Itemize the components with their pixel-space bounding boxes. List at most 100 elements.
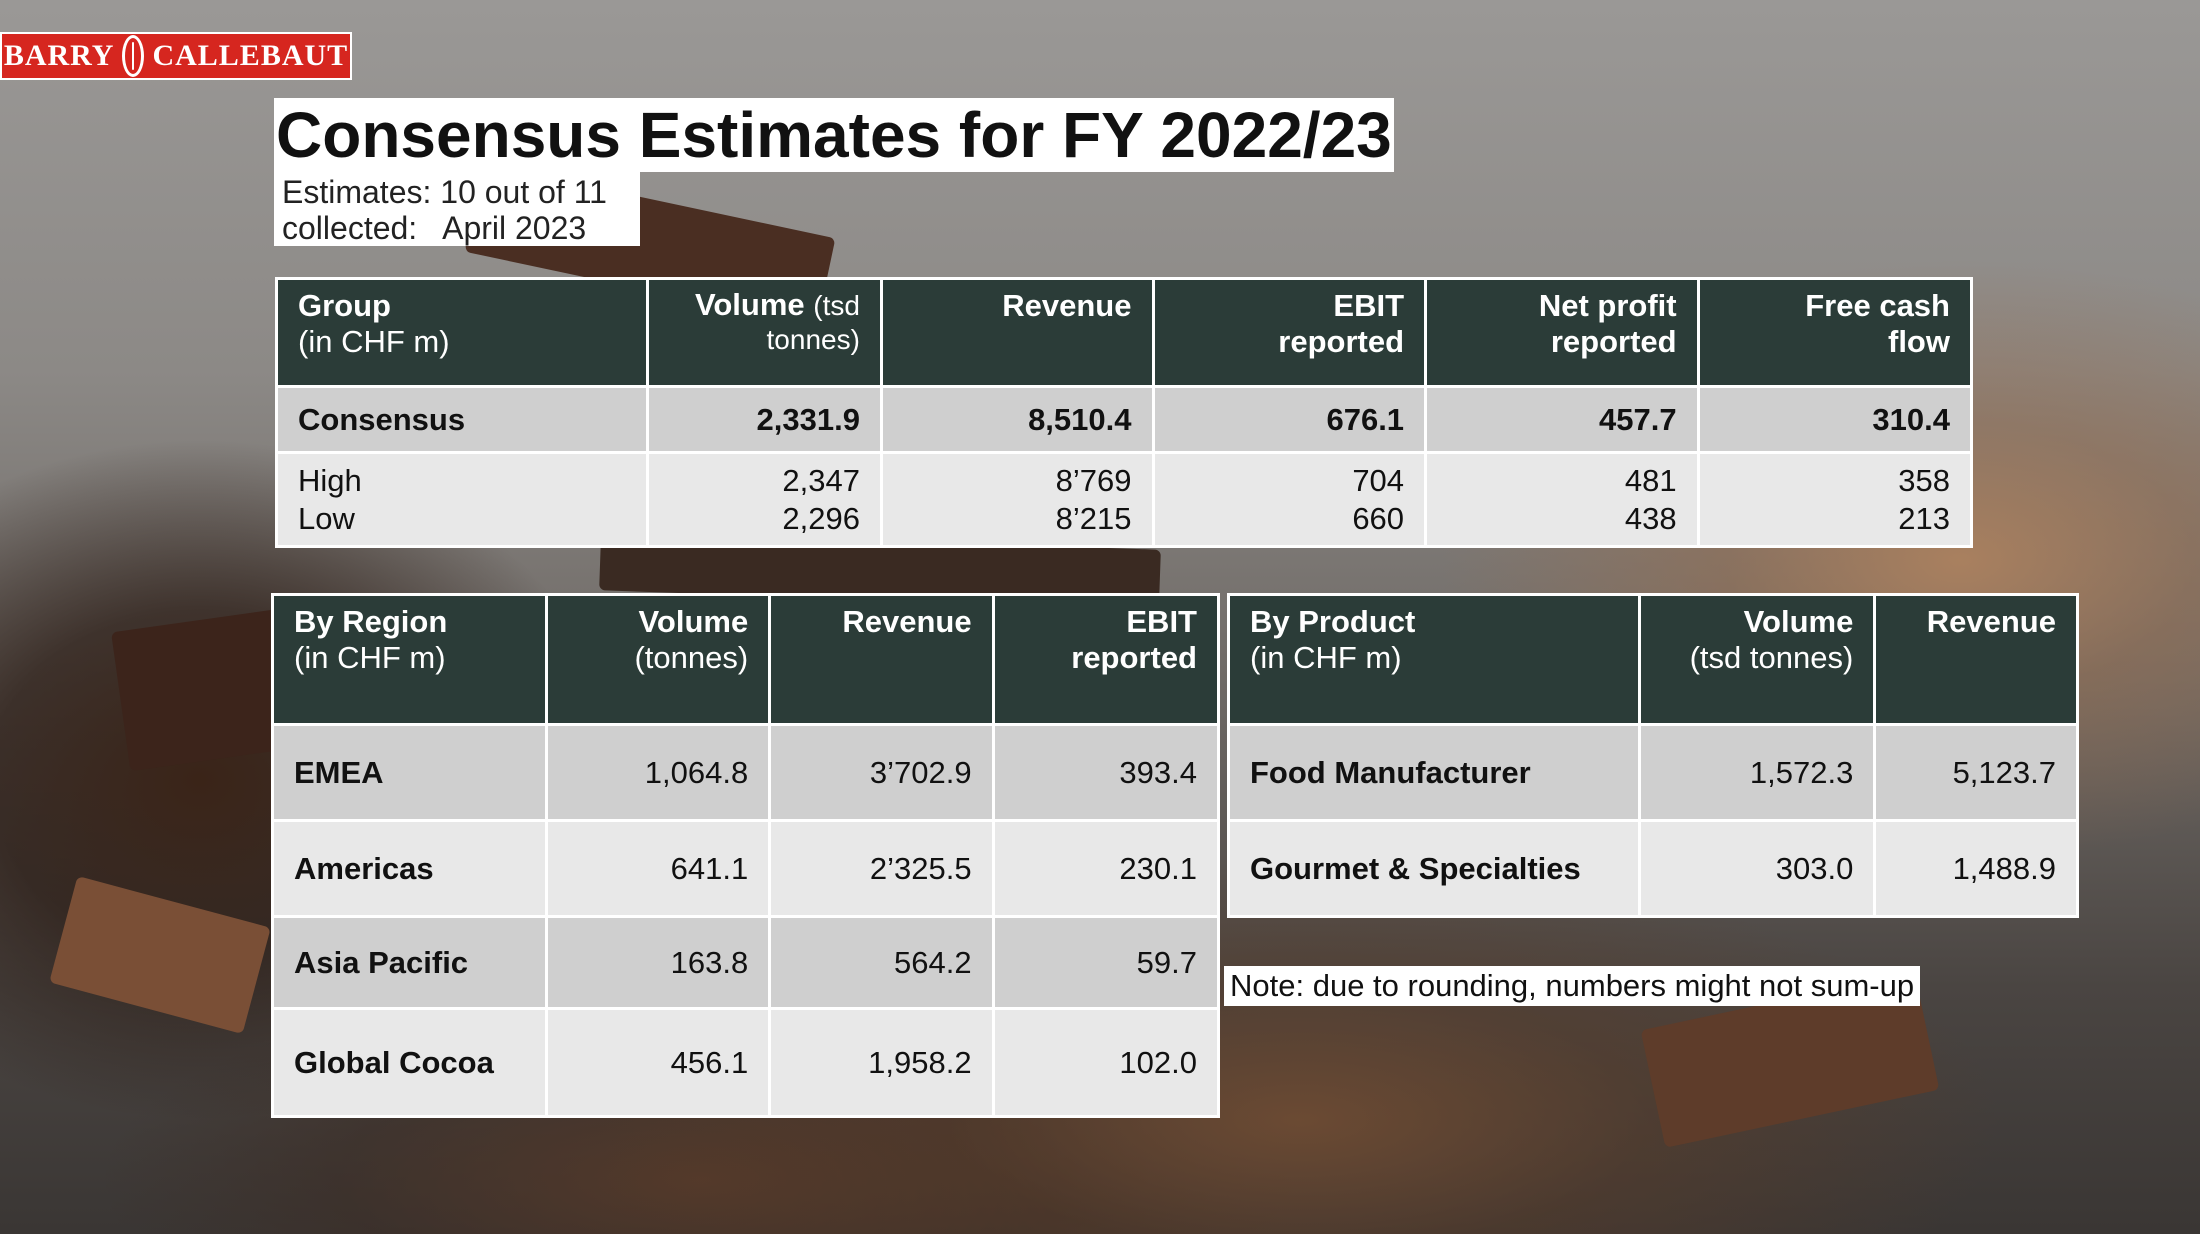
high-fcf: 358 xyxy=(1898,462,1950,498)
header-product-volume: Volume (tsd tonnes) xyxy=(1638,593,1877,726)
table-row-americas: Americas 641.1 2’325.5 230.1 xyxy=(271,819,1221,918)
header-net-line2: reported xyxy=(1550,324,1677,359)
table-header-row: Group (in CHF m) Volume (tsd tonnes) Rev… xyxy=(274,277,1974,388)
header-product-label: By Product xyxy=(1250,604,1416,639)
cell-highlow-net: 481 438 xyxy=(1424,451,1700,548)
header-product-volume-label: Volume xyxy=(1743,604,1854,639)
cell-region-label: Global Cocoa xyxy=(271,1007,548,1118)
cell-region-volume: 163.8 xyxy=(544,915,772,1010)
table-row-emea: EMEA 1,064.8 3’702.9 393.4 xyxy=(271,723,1221,822)
low-volume: 2,296 xyxy=(782,500,860,536)
cell-product-revenue: 5,123.7 xyxy=(1873,723,2079,822)
header-revenue: Revenue xyxy=(879,277,1155,388)
cell-consensus-label: Consensus xyxy=(274,385,650,454)
header-group-unit: (in CHF m) xyxy=(298,324,450,359)
page-subtitle: Estimates: 10 out of 11 collected: April… xyxy=(274,172,640,246)
cell-region-revenue: 1,958.2 xyxy=(768,1007,995,1118)
header-fcf-line2: flow xyxy=(1888,324,1950,359)
label-high: High xyxy=(298,462,362,498)
cell-region-ebit: 230.1 xyxy=(991,819,1221,918)
cell-consensus-fcf: 310.4 xyxy=(1696,385,1974,454)
high-net: 481 xyxy=(1624,462,1677,498)
table-row-global-cocoa: Global Cocoa 456.1 1,958.2 102.0 xyxy=(271,1007,1221,1118)
header-volume-unit-a: (tsd xyxy=(813,290,860,321)
header-product-unit: (in CHF m) xyxy=(1250,640,1402,675)
header-region-ebit-line2: reported xyxy=(1071,640,1197,675)
cell-consensus-volume: 2,331.9 xyxy=(646,385,883,454)
company-logo: BARRY CALLEBAUT xyxy=(0,32,352,80)
low-ebit: 660 xyxy=(1352,500,1405,536)
cell-region-volume: 1,064.8 xyxy=(544,723,772,822)
high-revenue: 8’769 xyxy=(1055,462,1132,498)
low-fcf: 213 xyxy=(1898,500,1950,536)
table-row-consensus: Consensus 2,331.9 8,510.4 676.1 457.7 31… xyxy=(274,385,1974,454)
table-header-row: By Product (in CHF m) Volume (tsd tonnes… xyxy=(1226,593,2079,726)
table-header-row: By Region (in CHF m) Volume (tonnes) Rev… xyxy=(271,593,1221,726)
rounding-note: Note: due to rounding, numbers might not… xyxy=(1224,966,1921,1006)
cell-consensus-net: 457.7 xyxy=(1424,385,1700,454)
cell-region-revenue: 564.2 xyxy=(768,915,995,1010)
cell-highlow-ebit: 704 660 xyxy=(1151,451,1428,548)
header-region-volume-unit: (tonnes) xyxy=(634,640,749,675)
header-volume-label: Volume xyxy=(694,287,805,322)
header-volume-unit-b: tonnes) xyxy=(766,324,860,355)
subtitle-line-collected: collected: April 2023 xyxy=(282,210,587,246)
group-consensus-table: Group (in CHF m) Volume (tsd tonnes) Rev… xyxy=(274,277,1974,548)
cell-highlow-fcf: 358 213 xyxy=(1696,451,1974,548)
header-net-line1: Net profit xyxy=(1538,288,1677,323)
header-region-revenue: Revenue xyxy=(768,593,995,726)
header-net-profit: Net profit reported xyxy=(1424,277,1700,388)
table-row-asia-pacific: Asia Pacific 163.8 564.2 59.7 xyxy=(271,915,1221,1010)
header-group: Group (in CHF m) xyxy=(274,277,650,388)
header-region-ebit-line1: EBIT xyxy=(1126,604,1197,639)
region-table: By Region (in CHF m) Volume (tonnes) Rev… xyxy=(271,593,1221,1118)
header-product-revenue: Revenue xyxy=(1873,593,2079,726)
header-volume: Volume (tsd tonnes) xyxy=(646,277,883,388)
low-revenue: 8’215 xyxy=(1055,500,1132,536)
header-ebit: EBIT reported xyxy=(1151,277,1428,388)
cell-highlow-volume: 2,347 2,296 xyxy=(646,451,883,548)
table-row-food-manufacturer: Food Manufacturer 1,572.3 5,123.7 xyxy=(1226,723,2079,822)
header-group-label: Group xyxy=(298,288,391,323)
header-region-volume-label: Volume xyxy=(638,604,749,639)
cell-product-volume: 1,572.3 xyxy=(1638,723,1877,822)
cell-region-label: EMEA xyxy=(271,723,548,822)
header-product-volume-unit: (tsd tonnes) xyxy=(1689,640,1854,675)
table-row-high-low: High Low 2,347 2,296 8’769 8’215 704 660… xyxy=(274,451,1974,548)
cell-consensus-ebit: 676.1 xyxy=(1151,385,1428,454)
cell-region-volume: 641.1 xyxy=(544,819,772,918)
cell-product-revenue: 1,488.9 xyxy=(1873,819,2079,918)
chocolate-piece-decoration xyxy=(49,875,271,1035)
cell-consensus-revenue: 8,510.4 xyxy=(879,385,1155,454)
header-region-volume: Volume (tonnes) xyxy=(544,593,772,726)
cocoa-bean-icon xyxy=(122,35,145,77)
cell-region-ebit: 393.4 xyxy=(991,723,1221,822)
table-row-gourmet-specialties: Gourmet & Specialties 303.0 1,488.9 xyxy=(1226,819,2079,918)
logo-text-left: BARRY xyxy=(3,39,115,72)
header-region: By Region (in CHF m) xyxy=(271,593,548,726)
cell-region-label: Asia Pacific xyxy=(271,915,548,1010)
page-title: Consensus Estimates for FY 2022/23 xyxy=(274,98,1394,172)
high-volume: 2,347 xyxy=(782,462,860,498)
header-region-label: By Region xyxy=(294,604,448,639)
cell-region-volume: 456.1 xyxy=(544,1007,772,1118)
cell-region-ebit: 59.7 xyxy=(991,915,1221,1010)
cell-highlow-labels: High Low xyxy=(274,451,650,548)
low-net: 438 xyxy=(1624,500,1677,536)
cell-region-ebit: 102.0 xyxy=(991,1007,1221,1118)
cell-product-volume: 303.0 xyxy=(1638,819,1877,918)
header-region-ebit: EBIT reported xyxy=(991,593,1221,726)
header-fcf-line1: Free cash xyxy=(1805,288,1950,323)
header-region-unit: (in CHF m) xyxy=(294,640,446,675)
subtitle-line-estimates: Estimates: 10 out of 11 xyxy=(282,174,607,210)
high-ebit: 704 xyxy=(1352,462,1405,498)
header-ebit-line2: reported xyxy=(1278,324,1405,359)
cell-product-label: Gourmet & Specialties xyxy=(1226,819,1642,918)
cell-highlow-revenue: 8’769 8’215 xyxy=(879,451,1155,548)
product-table: By Product (in CHF m) Volume (tsd tonnes… xyxy=(1226,593,2079,918)
header-ebit-line1: EBIT xyxy=(1333,288,1405,323)
header-free-cash-flow: Free cash flow xyxy=(1696,277,1974,388)
cell-region-revenue: 2’325.5 xyxy=(768,819,995,918)
cell-region-label: Americas xyxy=(271,819,548,918)
label-low: Low xyxy=(298,500,355,536)
